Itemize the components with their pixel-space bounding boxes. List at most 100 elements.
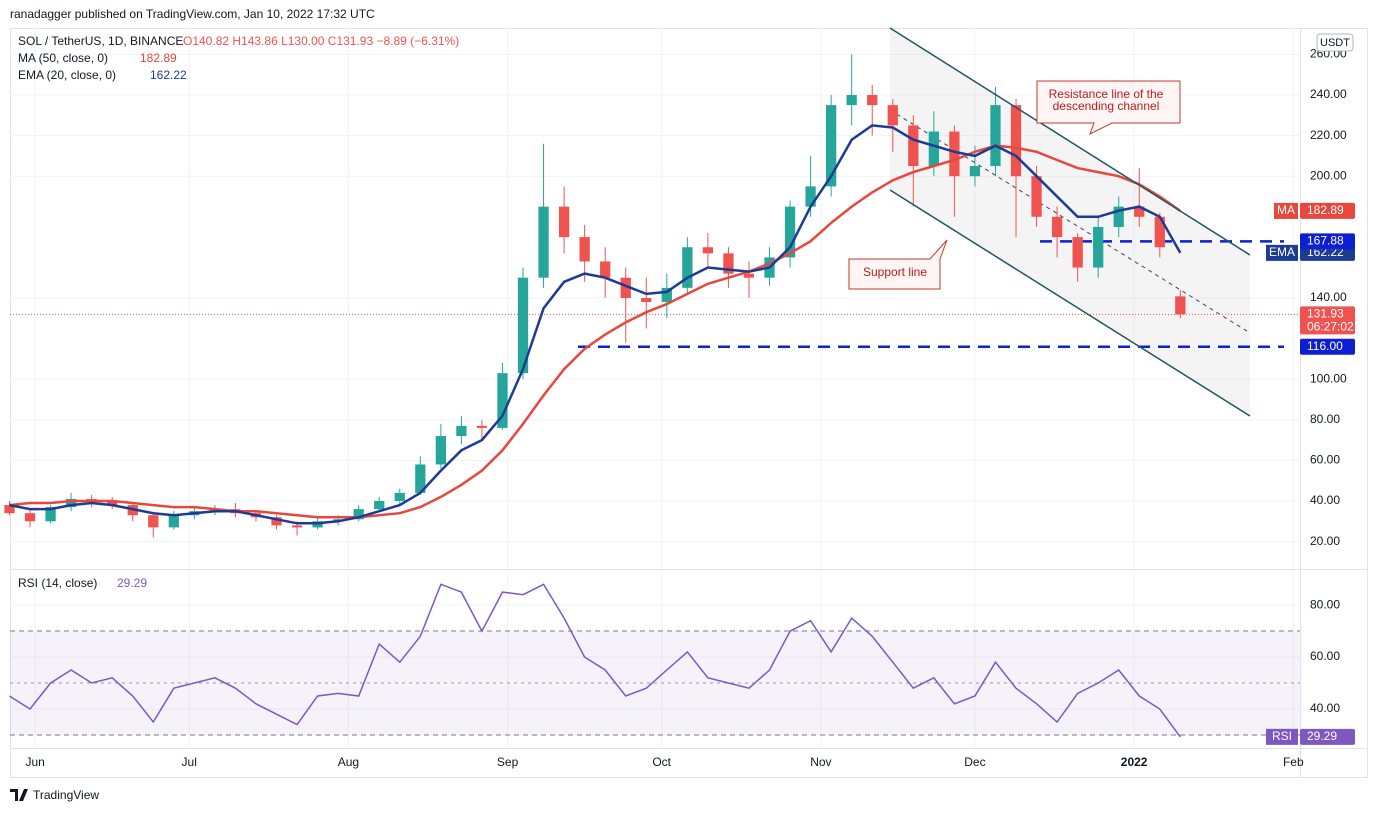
annotation: descending channel: [1053, 99, 1160, 113]
candle-body: [45, 507, 56, 522]
price-tag: [1266, 244, 1298, 261]
y-tick-label: 60.00: [1310, 453, 1340, 467]
candle-body: [908, 125, 919, 167]
x-tick-label: Jun: [25, 755, 44, 769]
currency: USDT: [1320, 37, 1350, 49]
price-label: 167.88: [1307, 234, 1344, 248]
candle-body: [949, 131, 960, 177]
candle-body: [374, 501, 385, 510]
legend-value: 182.89: [140, 51, 177, 65]
indicator-line: [9, 124, 1182, 525]
candle-body: [600, 261, 611, 278]
candle-body: [497, 373, 508, 428]
candle-body: [1154, 216, 1165, 248]
candle-body: [435, 436, 446, 465]
y-tick-label: 60.00: [1310, 649, 1340, 663]
price-label-box: [1300, 338, 1355, 355]
candle-body: [168, 515, 179, 528]
candle-body: [1051, 216, 1063, 238]
price-tag-text: EMA: [1269, 245, 1295, 259]
x-tick-label: Oct: [652, 755, 671, 769]
candle-body: [4, 505, 15, 514]
price-label: 182.89: [1307, 203, 1344, 217]
candle-body: [1175, 296, 1186, 315]
legend-name: RSI (14, close): [18, 576, 97, 590]
candle-body: [271, 517, 282, 526]
candle-body: [702, 247, 714, 254]
candle-body: [969, 166, 981, 177]
candle-body: [415, 464, 426, 493]
price-tag: [1274, 202, 1298, 219]
candle-body: [394, 492, 405, 502]
candle-body: [1072, 237, 1083, 268]
price-label-box: [1300, 202, 1355, 219]
header-title: ranadagger published on TradingView.com,…: [10, 7, 375, 21]
y-tick-label: 80.00: [1310, 597, 1340, 611]
y-tick-label: 40.00: [1310, 493, 1340, 507]
symbol-title: SOL / TetherUS, 1D, BINANCE: [18, 34, 183, 48]
candle-body: [1010, 105, 1022, 177]
x-tick-label: Feb: [1283, 755, 1304, 769]
price-label: 29.29: [1307, 729, 1337, 743]
legend-value: 162.22: [150, 68, 187, 82]
price-label: 131.93: [1307, 307, 1344, 321]
x-tick-label: Dec: [964, 755, 985, 769]
logo: [10, 789, 28, 801]
brand-name: TradingView: [33, 788, 99, 802]
y-tick-label: 20.00: [1310, 534, 1340, 548]
candle-body: [805, 186, 816, 207]
price-tag-text: MA: [1277, 203, 1295, 217]
y-tick-label: 80.00: [1310, 412, 1340, 426]
brand: TradingView: [10, 788, 99, 802]
x-tick-label: Aug: [338, 755, 359, 769]
price-tag-text: RSI: [1272, 729, 1292, 743]
candle-body: [826, 105, 837, 187]
resistance-line: [889, 27, 1251, 256]
candle-body: [743, 273, 755, 278]
price-label-box: [1300, 306, 1355, 335]
candle-body: [1134, 206, 1145, 217]
candle-body: [990, 105, 1001, 167]
ohlc: O140.82 H143.86 L130.00 C131.93 −8.89 (−…: [183, 34, 459, 48]
x-tick-label: Jul: [182, 755, 197, 769]
legend-name: MA (50, close, 0): [18, 51, 108, 65]
candle-body: [1031, 176, 1042, 217]
price-tag: [1266, 728, 1298, 745]
candle-body: [1113, 206, 1124, 227]
candle-body: [887, 105, 898, 126]
candle-body: [682, 247, 693, 288]
candle-body: [353, 509, 364, 520]
channel-mid: [889, 109, 1251, 334]
resistance-callout: [1036, 80, 1181, 136]
candle-body: [1093, 226, 1104, 268]
candle-body: [476, 425, 488, 428]
candle-body: [558, 206, 570, 238]
y-tick-label: 100.00: [1310, 371, 1347, 385]
x-tick-label: 2022: [1121, 755, 1148, 769]
legend: SOL / TetherUS, 1D, BINANCE O140.82 H143…: [18, 34, 459, 590]
candle-body: [641, 298, 652, 303]
annotation: Resistance line of the: [1049, 87, 1164, 101]
price-label-box: [1300, 233, 1355, 250]
y-tick-label: 40.00: [1310, 701, 1340, 715]
price-label: 116.00: [1307, 339, 1343, 353]
plot: 20.00 40.00 60.00 80.00 100.00 140.00 200.00 22…: [4, 47, 1355, 769]
candle-body: [784, 206, 796, 258]
candle-body: [579, 237, 590, 262]
legend-name: EMA (20, close, 0): [18, 68, 116, 82]
candle-body: [723, 253, 734, 274]
countdown: 06:27:02: [1307, 320, 1354, 334]
frame: [10, 28, 1368, 778]
candle-body: [107, 501, 118, 506]
candle-body: [928, 131, 939, 167]
y-tick-label: 140.00: [1310, 290, 1347, 304]
candle-body: [517, 277, 529, 374]
x-tick-label: Nov: [810, 755, 831, 769]
candle-body: [24, 513, 36, 522]
rsi-line: [9, 583, 1181, 738]
candle-body: [661, 287, 672, 303]
candle-body: [291, 525, 303, 528]
support-callout: [848, 239, 948, 290]
candle-body: [148, 515, 159, 528]
